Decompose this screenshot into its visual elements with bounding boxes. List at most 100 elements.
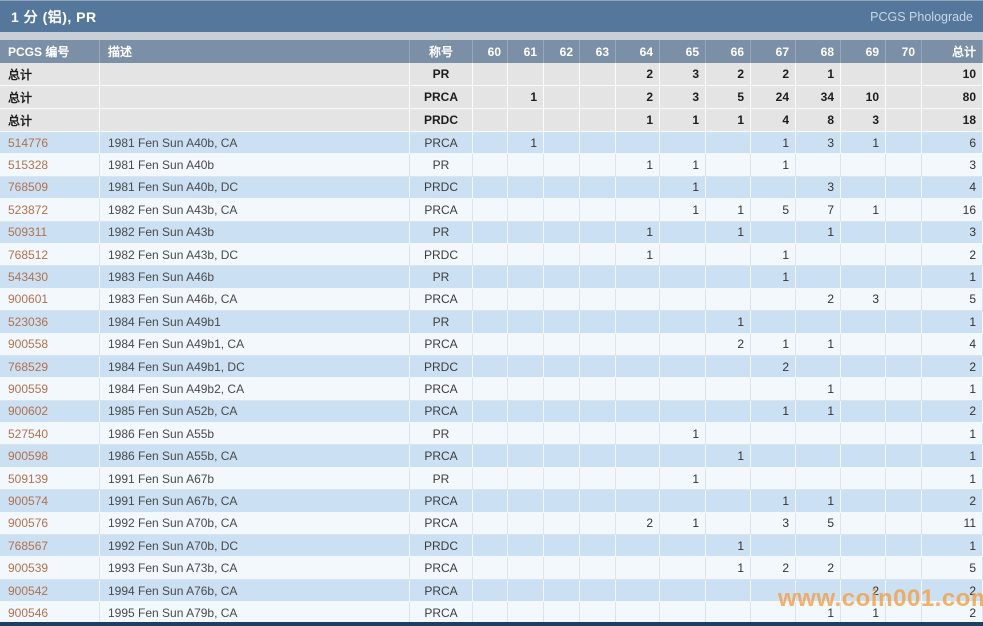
total-cell: 16 xyxy=(922,199,983,222)
table-row: 515328 1981 Fen Sun A40b PR 1 1 1 3 xyxy=(0,154,983,177)
grade-63-cell xyxy=(580,579,616,603)
designation-cell: PR xyxy=(410,311,473,334)
grade-68-cell: 3 xyxy=(796,176,841,200)
pcgs-number-link[interactable]: 900539 xyxy=(8,561,49,576)
pcgs-number-link[interactable]: 768567 xyxy=(8,538,49,553)
grade-65-cell xyxy=(660,579,706,603)
pcgs-number-cell: 768512 xyxy=(0,243,100,267)
description-cell xyxy=(100,63,410,86)
grade-64-cell: 1 xyxy=(616,221,660,244)
grade-68-cell: 1 xyxy=(796,221,841,244)
description-cell: 1991 Fen Sun A67b xyxy=(100,467,410,491)
pcgs-number-link[interactable]: 514776 xyxy=(8,135,49,150)
total-cell: 2 xyxy=(922,490,983,513)
grade-62-cell xyxy=(544,557,580,580)
pcgs-number-link[interactable]: 509311 xyxy=(8,225,48,240)
grade-62-cell xyxy=(544,333,580,356)
grade-68-cell: 1 xyxy=(796,378,841,401)
grade-60-cell xyxy=(473,154,508,177)
grade-66-cell xyxy=(706,132,751,155)
pcgs-number-link[interactable]: 768509 xyxy=(8,180,49,195)
grade-61-cell xyxy=(508,400,544,424)
description-cell: 1984 Fen Sun A49b1 xyxy=(100,311,410,334)
grade-69-cell xyxy=(841,490,886,513)
grade-69-cell: 2 xyxy=(841,579,886,603)
grade-66-cell xyxy=(706,400,751,424)
grade-70-cell xyxy=(886,378,922,401)
grade-66-cell xyxy=(706,490,751,513)
grade-67-cell xyxy=(751,445,796,468)
grade-61-cell xyxy=(508,311,544,334)
grade-66-cell: 1 xyxy=(706,535,751,558)
pcgs-number-link[interactable]: 900574 xyxy=(8,493,49,508)
designation-cell: PRCA xyxy=(410,132,473,155)
pcgs-number-link[interactable]: 509139 xyxy=(8,471,49,486)
table-row: 900539 1993 Fen Sun A73b, CA PRCA 1 2 2 5 xyxy=(0,557,983,580)
grade-66-cell xyxy=(706,288,751,312)
total-label-cell: 总计 xyxy=(0,86,100,109)
grade-67-cell: 1 xyxy=(751,333,796,356)
grade-70-cell xyxy=(886,221,922,244)
pcgs-number-cell: 900576 xyxy=(0,512,100,536)
pcgs-number-link[interactable]: 900601 xyxy=(8,292,49,307)
grade-62-cell xyxy=(544,512,580,536)
grade-65-cell xyxy=(660,535,706,558)
pcgs-number-link[interactable]: 900542 xyxy=(8,583,49,598)
grade-69-cell: 1 xyxy=(841,199,886,222)
description-cell: 1986 Fen Sun A55b, CA xyxy=(100,445,410,468)
grade-63-cell xyxy=(580,311,616,334)
description-cell: 1982 Fen Sun A43b, CA xyxy=(100,199,410,222)
pcgs-number-link[interactable]: 900602 xyxy=(8,404,49,419)
grade-69-cell: 3 xyxy=(841,109,886,132)
column-header-grade-60: 60 xyxy=(473,40,508,63)
grade-67-cell: 1 xyxy=(751,154,796,177)
grade-63-cell xyxy=(580,199,616,222)
grade-66-cell xyxy=(706,423,751,446)
grade-70-cell xyxy=(886,423,922,446)
grade-64-cell: 2 xyxy=(616,86,660,109)
table-row: 527540 1986 Fen Sun A55b PR 1 1 xyxy=(0,423,983,446)
grade-60-cell xyxy=(473,512,508,536)
pcgs-number-link[interactable]: 768529 xyxy=(8,359,49,374)
grade-70-cell xyxy=(886,535,922,558)
table-row: 900574 1991 Fen Sun A67b, CA PRCA 1 1 2 xyxy=(0,490,983,513)
grade-65-cell xyxy=(660,311,706,334)
pcgs-number-link[interactable]: 768512 xyxy=(8,247,49,262)
pcgs-number-link[interactable]: 543430 xyxy=(8,270,49,285)
grade-65-cell xyxy=(660,243,706,267)
grade-67-cell xyxy=(751,311,796,334)
description-cell: 1983 Fen Sun A46b xyxy=(100,266,410,289)
total-cell: 5 xyxy=(922,557,983,580)
grade-67-cell: 2 xyxy=(751,355,796,379)
grade-60-cell xyxy=(473,311,508,334)
pcgs-number-link[interactable]: 523872 xyxy=(8,202,49,217)
grade-61-cell xyxy=(508,109,544,132)
grade-69-cell xyxy=(841,266,886,289)
pcgs-number-link[interactable]: 900559 xyxy=(8,381,49,396)
grade-69-cell: 1 xyxy=(841,132,886,155)
pcgs-number-link[interactable]: 900546 xyxy=(8,605,49,620)
grade-68-cell xyxy=(796,579,841,603)
pcgs-number-link[interactable]: 900558 xyxy=(8,337,49,352)
pcgs-number-link[interactable]: 515328 xyxy=(8,158,49,173)
grade-61-cell xyxy=(508,579,544,603)
grade-63-cell xyxy=(580,86,616,109)
grade-68-cell xyxy=(796,266,841,289)
grade-69-cell xyxy=(841,311,886,334)
pcgs-number-link[interactable]: 523036 xyxy=(8,314,49,329)
grade-70-cell xyxy=(886,86,922,109)
grade-67-cell xyxy=(751,579,796,603)
grade-64-cell xyxy=(616,535,660,558)
pcgs-number-link[interactable]: 900598 xyxy=(8,449,49,464)
designation-cell: PRDC xyxy=(410,535,473,558)
grade-63-cell xyxy=(580,423,616,446)
grade-69-cell: 10 xyxy=(841,86,886,109)
pcgs-number-link[interactable]: 527540 xyxy=(8,426,49,441)
grade-70-cell xyxy=(886,355,922,379)
pcgs-number-cell: 900602 xyxy=(0,400,100,424)
grade-65-cell: 3 xyxy=(660,63,706,86)
pcgs-number-link[interactable]: 900576 xyxy=(8,516,49,531)
designation-cell: PRCA xyxy=(410,557,473,580)
designation-cell: PRCA xyxy=(410,512,473,536)
table-row: 900559 1984 Fen Sun A49b2, CA PRCA 1 1 xyxy=(0,378,983,401)
